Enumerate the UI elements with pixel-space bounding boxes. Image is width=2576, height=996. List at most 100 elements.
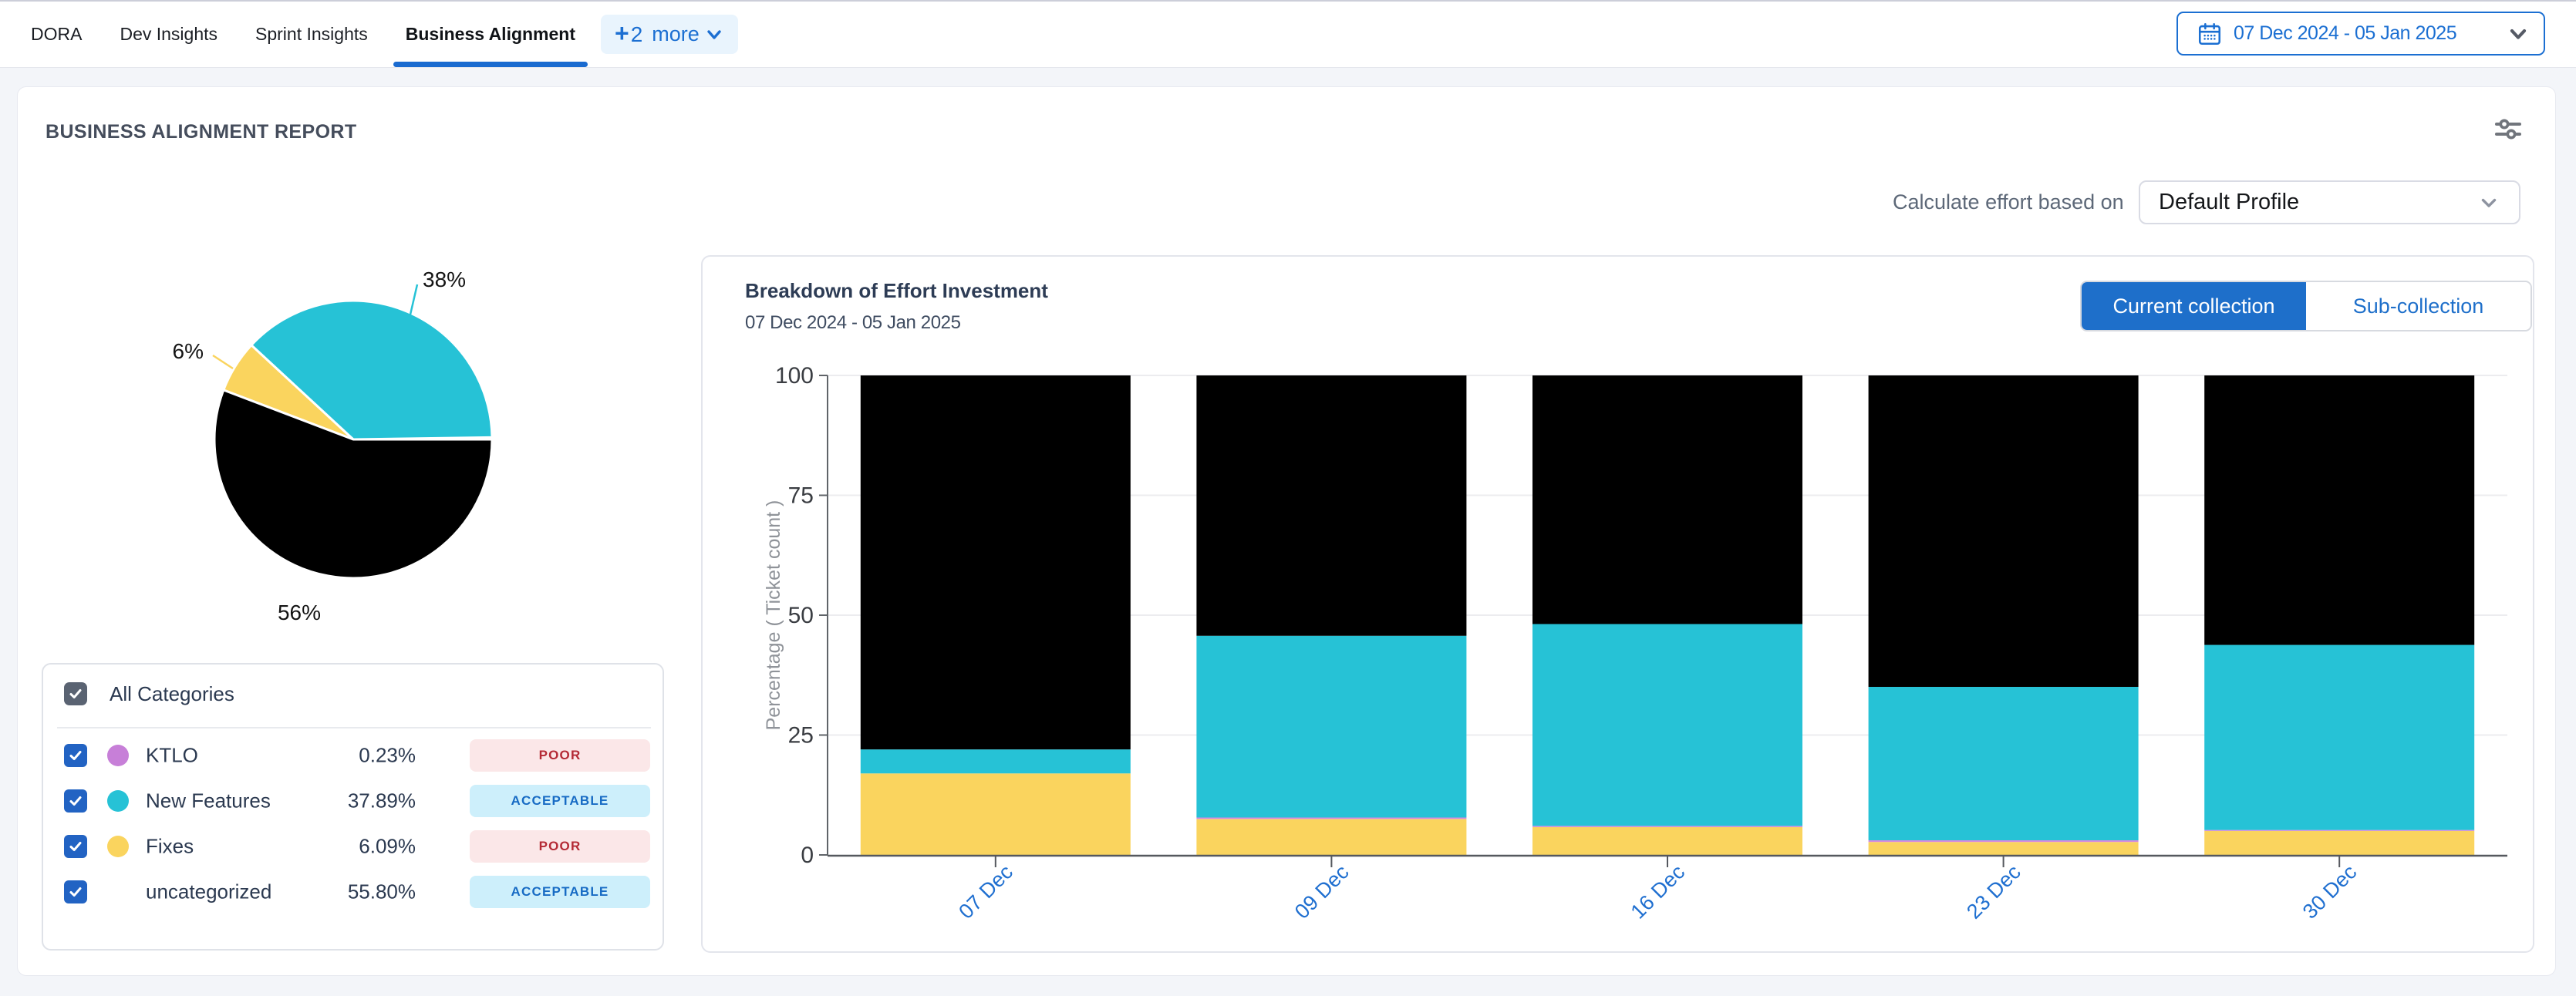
pie-label-line xyxy=(409,284,419,315)
chevron-down-icon xyxy=(2481,198,2497,207)
categories-card: All Categories KTLO 0.23% POOR New Features… xyxy=(42,663,664,951)
y-tick-label: 0 xyxy=(801,843,814,868)
bar-segment-fixes[interactable] xyxy=(2204,830,2475,855)
bar-segment-new-features[interactable] xyxy=(1868,686,2139,841)
pie-label: 38% xyxy=(423,268,466,291)
category-pie-chart[interactable]: 38% 6% 56% xyxy=(18,180,701,735)
pie-label-line xyxy=(212,354,234,370)
category-value: 55.80% xyxy=(347,880,416,903)
category-status-badge: POOR xyxy=(470,739,650,772)
category-checkbox[interactable] xyxy=(64,835,87,858)
more-tabs-button[interactable]: + 2 more xyxy=(601,15,738,54)
tab-sprint-insights[interactable]: Sprint Insights xyxy=(255,24,368,44)
x-tick-label: 09 Dec xyxy=(1290,860,1354,924)
x-tick-label: 07 Dec xyxy=(954,860,1017,924)
pie-label: 56% xyxy=(278,601,321,624)
bar-segment-new-features[interactable] xyxy=(1196,635,1467,818)
bar-segment-ktlo[interactable] xyxy=(1532,826,1802,827)
bar-segment-uncategorized[interactable] xyxy=(1196,375,1467,636)
category-checkbox[interactable] xyxy=(64,789,87,813)
effort-stacked-bar-chart[interactable]: 0 25 50 75 100 Percentage ( Ticket count ) 07 … xyxy=(703,257,2533,951)
x-tick-label: 30 Dec xyxy=(2298,860,2362,924)
filter-settings-icon[interactable] xyxy=(2487,107,2530,150)
tab-dev-insights[interactable]: Dev Insights xyxy=(120,24,218,44)
effort-breakdown-panel: Breakdown of Effort Investment 07 Dec 20… xyxy=(701,255,2534,953)
category-label: Fixes xyxy=(146,834,194,858)
date-range-picker[interactable]: 07 Dec 2024 - 05 Jan 2025 xyxy=(2176,12,2545,56)
category-row-uncategorized: uncategorized 55.80% ACCEPTABLE xyxy=(43,870,663,914)
more-count: 2 xyxy=(630,22,643,46)
category-status-badge: ACCEPTABLE xyxy=(470,785,650,817)
pie-slice-uncategorized[interactable] xyxy=(213,389,494,580)
check-icon xyxy=(69,751,82,760)
calendar-icon xyxy=(2198,22,2221,45)
bar-segment-new-features[interactable] xyxy=(2204,644,2475,830)
panel-subtitle: 07 Dec 2024 - 05 Jan 2025 xyxy=(745,312,961,333)
category-label: KTLO xyxy=(146,743,198,767)
all-categories-label: All Categories xyxy=(110,682,234,705)
check-icon xyxy=(69,689,82,698)
bar-segment-ktlo[interactable] xyxy=(1868,840,2139,843)
x-tick-label: 23 Dec xyxy=(1962,860,2025,924)
category-label: uncategorized xyxy=(146,880,272,903)
category-checkbox[interactable] xyxy=(64,744,87,767)
y-tick-label: 50 xyxy=(788,603,814,628)
check-icon xyxy=(69,842,82,851)
plus-icon: + xyxy=(615,19,629,47)
bar-segment-new-features[interactable] xyxy=(860,749,1131,774)
chevron-down-icon xyxy=(707,29,721,39)
bar-segment-fixes[interactable] xyxy=(860,773,1131,855)
chevron-down-icon xyxy=(2510,29,2527,39)
bar-segment-ktlo[interactable] xyxy=(2204,829,2475,831)
pie-slice-new-features[interactable] xyxy=(250,299,494,441)
sliders-icon xyxy=(2495,119,2521,140)
all-categories-checkbox[interactable] xyxy=(64,682,87,705)
bar-segment-new-features[interactable] xyxy=(1532,624,1802,826)
profile-select[interactable]: Default Profile xyxy=(2139,180,2520,224)
divider xyxy=(57,727,651,728)
pie-label: 6% xyxy=(173,339,204,363)
collection-toggle: Current collection Sub-collection xyxy=(2080,281,2532,331)
category-row-new-features: New Features 37.89% ACCEPTABLE xyxy=(43,779,663,823)
bar-segment-uncategorized[interactable] xyxy=(1532,375,1802,624)
y-axis-title: Percentage ( Ticket count ) xyxy=(763,500,784,731)
top-navbar: DORA Dev Insights Sprint Insights Busine… xyxy=(0,0,2576,68)
category-label: New Features xyxy=(146,789,271,813)
toggle-current-collection[interactable]: Current collection xyxy=(2082,282,2306,330)
y-tick-label: 75 xyxy=(788,483,814,509)
all-categories-row: All Categories xyxy=(43,680,663,708)
category-status-badge: POOR xyxy=(470,830,650,863)
bar-segment-uncategorized[interactable] xyxy=(2204,375,2475,645)
business-alignment-report-card: BUSINESS ALIGNMENT REPORT Calculate effo… xyxy=(17,86,2556,976)
check-icon xyxy=(69,887,82,897)
bar-segment-fixes[interactable] xyxy=(1868,842,2139,855)
x-tick-label: 16 Dec xyxy=(1627,860,1690,924)
category-status-badge: ACCEPTABLE xyxy=(470,876,650,908)
bar-segment-fixes[interactable] xyxy=(1196,819,1467,855)
tab-dora[interactable]: DORA xyxy=(31,24,83,44)
category-row-ktlo: KTLO 0.23% POOR xyxy=(43,733,663,778)
category-checkbox[interactable] xyxy=(64,880,87,903)
profile-select-value: Default Profile xyxy=(2159,190,2300,214)
category-color-dot xyxy=(107,836,129,857)
nav-tabs: DORA Dev Insights Sprint Insights Busine… xyxy=(19,2,738,67)
tab-business-alignment[interactable]: Business Alignment xyxy=(393,2,588,67)
check-icon xyxy=(69,796,82,806)
y-tick-label: 25 xyxy=(788,723,814,749)
category-color-dot xyxy=(107,745,129,766)
category-color-dot xyxy=(107,790,129,812)
date-range-text: 07 Dec 2024 - 05 Jan 2025 xyxy=(2234,22,2457,44)
category-value: 6.09% xyxy=(359,834,416,858)
bar-segment-fixes[interactable] xyxy=(1532,826,1802,855)
category-value: 37.89% xyxy=(347,789,416,813)
calculate-effort-label: Calculate effort based on xyxy=(1893,190,2124,214)
bar-segment-ktlo[interactable] xyxy=(1196,817,1467,819)
toggle-sub-collection[interactable]: Sub-collection xyxy=(2306,282,2530,330)
page-title: BUSINESS ALIGNMENT REPORT xyxy=(46,121,357,143)
category-value: 0.23% xyxy=(359,743,416,767)
panel-title: Breakdown of Effort Investment xyxy=(745,279,1048,302)
y-tick-label: 100 xyxy=(775,363,814,389)
bar-segment-uncategorized[interactable] xyxy=(860,375,1131,750)
bar-segment-uncategorized[interactable] xyxy=(1868,375,2139,687)
